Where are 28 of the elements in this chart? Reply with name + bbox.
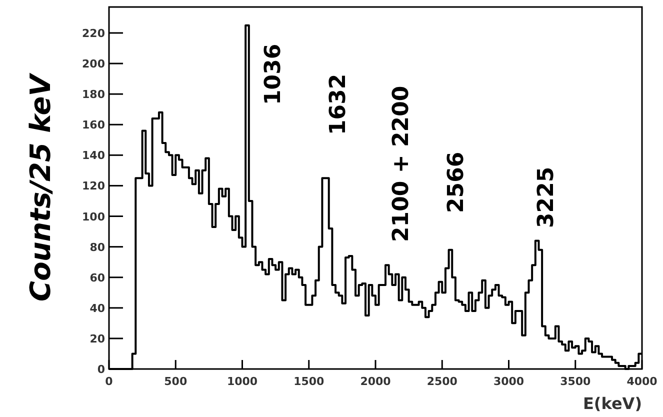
x-tick-label: 2500 xyxy=(426,375,458,388)
y-tick-label: 200 xyxy=(82,58,106,71)
y-tick-label: 0 xyxy=(97,363,106,376)
y-tick-label: 20 xyxy=(90,332,106,346)
x-tick-label: 3500 xyxy=(560,375,592,388)
x-tick-label: 0 xyxy=(105,375,114,388)
x-tick-label: 1000 xyxy=(226,375,258,388)
x-tick-label: 1500 xyxy=(294,375,325,388)
y-tick-label: 80 xyxy=(90,240,106,254)
y-tick-label: 140 xyxy=(82,149,106,162)
y-tick-label: 60 xyxy=(90,271,106,284)
y-tick-label: 40 xyxy=(90,302,106,315)
y-axis-title: Counts/25 keV xyxy=(24,72,57,302)
annotation: 1036 xyxy=(261,44,286,105)
x-axis-title: E(keV) xyxy=(583,394,642,413)
annotation: 2566 xyxy=(444,152,469,213)
annotation: 3225 xyxy=(534,166,559,228)
annotation: 2100 + 2200 xyxy=(389,86,414,242)
x-tick-label: 3000 xyxy=(493,375,524,388)
x-tick-label: 2000 xyxy=(360,375,392,388)
y-tick-label: 120 xyxy=(82,180,106,193)
x-tick-label: 500 xyxy=(164,375,188,388)
y-tick-label: 180 xyxy=(82,88,106,102)
y-tick-label: 100 xyxy=(82,210,106,224)
y-tick-label: 220 xyxy=(82,26,106,40)
y-tick-label: 160 xyxy=(82,118,106,132)
annotation: 1632 xyxy=(326,74,351,135)
x-tick-label: 4000 xyxy=(626,375,658,388)
